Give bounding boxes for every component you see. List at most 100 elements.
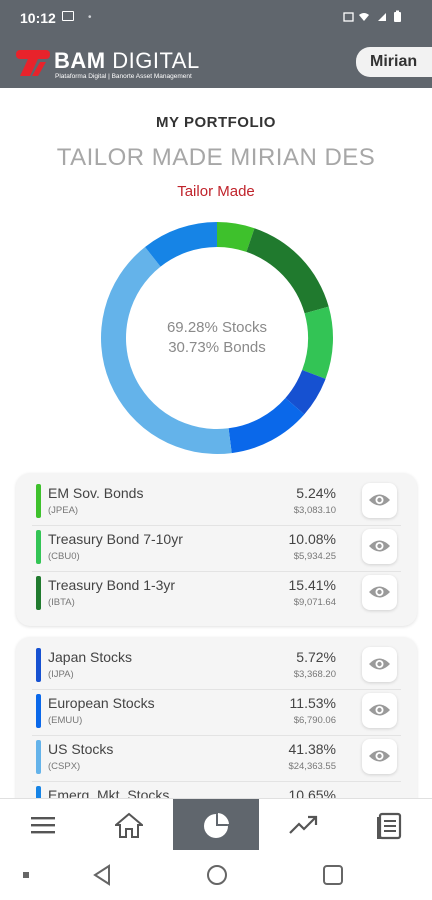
nav-menu[interactable] [0, 799, 86, 851]
eye-icon [369, 658, 390, 670]
holding-percent: 11.53% [289, 695, 336, 711]
status-icons [342, 10, 412, 27]
holding-amount: $3,083.10 [293, 505, 336, 516]
home-icon [115, 812, 143, 838]
pie-chart-icon [204, 813, 229, 838]
bottom-nav [0, 798, 432, 851]
view-holding-button[interactable] [362, 575, 397, 610]
donut-slice-em-sov-bonds [217, 222, 255, 252]
bonds-share: 30.73% Bonds [168, 339, 266, 356]
section-title: MY PORTFOLIO [156, 114, 276, 131]
holding-color-bar [36, 740, 41, 774]
holding-ticker: (CBU0) [48, 551, 80, 562]
holding-name: Emerg. Mkt. Stocks [48, 787, 170, 798]
view-holding-button[interactable] [362, 739, 397, 774]
holding-amount: $24,363.55 [288, 761, 336, 772]
signal-battery-icon [343, 10, 401, 22]
nav-portfolio[interactable] [173, 799, 259, 851]
holding-ticker: (JPEA) [48, 505, 79, 516]
notification-dot-icon: • [88, 12, 92, 23]
brand-thin: DIGITAL [112, 48, 200, 73]
holding-percent: 10.65% [288, 787, 336, 798]
holding-amount: $9,071.64 [293, 597, 336, 608]
holding-name: US Stocks [48, 741, 114, 757]
donut-slice-us-stocks [101, 247, 232, 454]
holding-row[interactable]: Japan Stocks (IJPA) 5.72% $3,368.20 [16, 643, 417, 689]
donut-slice-japan-stocks [285, 370, 326, 415]
assistant-dot-icon [23, 872, 29, 878]
status-bar: 10:12 • [0, 0, 432, 36]
holding-percent: 5.24% [296, 485, 336, 501]
holding-color-bar [36, 576, 41, 610]
status-time: 10:12 [20, 10, 56, 26]
home-circle-icon[interactable] [206, 864, 228, 886]
nav-documents[interactable] [346, 799, 432, 851]
donut-slice-emerg-mkt-stocks [145, 222, 217, 267]
stocks-share: 69.28% Stocks [166, 319, 268, 336]
trending-up-icon [289, 815, 318, 834]
menu-icon [31, 817, 55, 834]
holding-percent: 15.41% [288, 577, 336, 593]
eye-icon [369, 494, 390, 506]
holding-ticker: (CSPX) [48, 761, 81, 772]
holding-name: Treasury Bond 7-10yr [48, 531, 183, 547]
holding-color-bar [36, 484, 41, 518]
holding-row[interactable]: European Stocks (EMUU) 11.53% $6,790.06 [16, 689, 417, 735]
eye-icon [369, 540, 390, 552]
row-divider [32, 781, 401, 782]
holding-amount: $5,934.25 [293, 551, 336, 562]
holding-name: Japan Stocks [48, 649, 133, 665]
system-nav-bar [0, 850, 432, 900]
document-icon [377, 812, 402, 840]
portfolio-content[interactable]: MY PORTFOLIO TAILOR MADE MIRIAN DES Tail… [0, 88, 432, 798]
holding-color-bar [36, 530, 41, 564]
donut-slice-treasury-bond-1-3yr [246, 228, 329, 314]
holding-percent: 10.08% [288, 531, 336, 547]
brand-title: BAM DIGITAL [54, 48, 200, 74]
donut-slice-european-stocks [228, 397, 305, 454]
holding-row[interactable]: Treasury Bond 1-3yr (IBTA) 15.41% $9,071… [16, 571, 417, 617]
holding-name: Treasury Bond 1-3yr [48, 577, 176, 593]
eye-icon [369, 586, 390, 598]
eye-icon [369, 704, 390, 716]
back-icon[interactable] [92, 864, 112, 886]
holding-ticker: (EMUU) [48, 715, 83, 726]
holding-name: European Stocks [48, 695, 155, 711]
view-holding-button[interactable] [362, 693, 397, 728]
holding-amount: $6,790.06 [293, 715, 336, 726]
stocks-card: Japan Stocks (IJPA) 5.72% $3,368.20 Euro… [16, 637, 417, 798]
holding-percent: 41.38% [288, 741, 336, 757]
row-divider [32, 571, 401, 572]
brand-bold: BAM [54, 48, 106, 73]
portfolio-type: Tailor Made [177, 183, 255, 200]
bam-logo-icon [16, 50, 50, 76]
holding-row[interactable]: EM Sov. Bonds (JPEA) 5.24% $3,083.10 [16, 479, 417, 525]
holding-color-bar [36, 694, 41, 728]
gallery-icon [62, 11, 74, 21]
holding-row[interactable]: US Stocks (CSPX) 41.38% $24,363.55 [16, 735, 417, 781]
holding-color-bar [36, 786, 41, 798]
brand-tagline: Plataforma Digital | Banorte Asset Manag… [55, 73, 192, 80]
nav-performance[interactable] [259, 799, 345, 851]
row-divider [32, 735, 401, 736]
row-divider [32, 689, 401, 690]
view-holding-button[interactable] [362, 529, 397, 564]
view-holding-button[interactable] [362, 647, 397, 682]
donut-center-label: 69.28% Stocks 30.73% Bonds [100, 318, 334, 358]
holding-percent: 5.72% [296, 649, 336, 665]
portfolio-name: TAILOR MADE MIRIAN DES [56, 144, 376, 171]
nav-home[interactable] [86, 799, 172, 851]
bonds-card: EM Sov. Bonds (JPEA) 5.24% $3,083.10 Tre… [16, 473, 417, 626]
recents-icon[interactable] [322, 864, 344, 886]
holding-color-bar [36, 648, 41, 682]
holding-row[interactable]: Emerg. Mkt. Stocks 10.65% [16, 781, 417, 798]
allocation-donut-chart [101, 222, 333, 454]
user-menu-button[interactable]: Mirian [356, 47, 432, 77]
donut-slice-treasury-bond-7-10yr [302, 306, 333, 379]
holding-row[interactable]: Treasury Bond 7-10yr (CBU0) 10.08% $5,93… [16, 525, 417, 571]
row-divider [32, 525, 401, 526]
holding-name: EM Sov. Bonds [48, 485, 144, 501]
eye-icon [369, 750, 390, 762]
view-holding-button[interactable] [362, 483, 397, 518]
